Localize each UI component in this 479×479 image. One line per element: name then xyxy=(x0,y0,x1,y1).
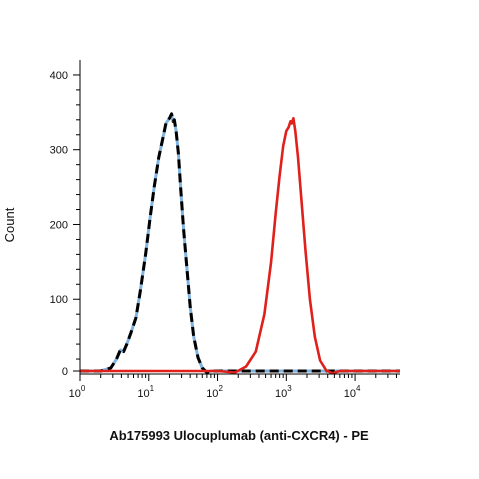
y-tick-label: 200 xyxy=(50,219,68,231)
y-axis-title: Count xyxy=(2,207,17,242)
y-axis: 0 100 200 300 400 xyxy=(50,70,80,378)
y-tick-label: 300 xyxy=(50,145,68,157)
series-layer xyxy=(80,112,400,375)
series-line-2 xyxy=(80,117,400,375)
y-tick-label: 100 xyxy=(50,294,68,306)
y-tick-label: 0 xyxy=(62,366,68,378)
x-axis-title: Ab175993 Ulocuplumab (anti-CXCR4) - PE xyxy=(109,428,369,443)
series-line-0 xyxy=(80,112,400,374)
y-tick-label: 400 xyxy=(50,70,68,82)
